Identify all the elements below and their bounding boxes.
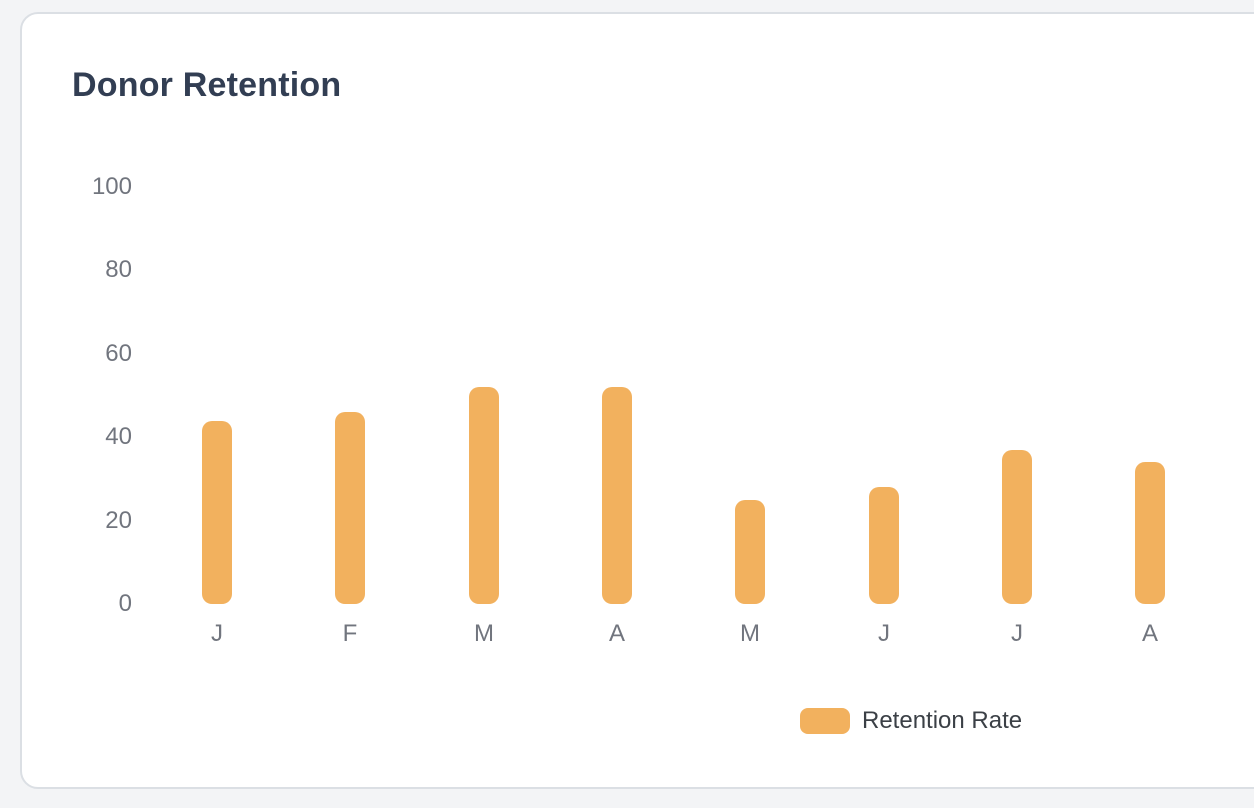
bar-1-J[interactable] xyxy=(202,421,232,604)
legend-swatch-icon xyxy=(800,708,850,734)
bar-6-J[interactable] xyxy=(869,487,899,604)
y-tick-label-60: 60 xyxy=(105,339,132,367)
legend-label: Retention Rate xyxy=(862,707,1023,734)
bar-2-F[interactable] xyxy=(335,412,365,604)
x-tick-label-4-A: A xyxy=(608,620,625,647)
y-tick-label-40: 40 xyxy=(105,423,132,451)
x-tick-label-1-J: J xyxy=(211,620,223,647)
bar-8-A[interactable] xyxy=(1135,462,1165,604)
legend: Retention Rate xyxy=(800,708,1022,734)
y-tick-label-80: 80 xyxy=(105,256,132,284)
donor-retention-card: Donor Retention 100 80 60 40 20 0 J F M A M J J A Re… xyxy=(20,12,1254,789)
x-tick-label-6-J: J xyxy=(878,620,890,647)
y-tick-label-0: 0 xyxy=(118,590,132,617)
bar-3-M[interactable] xyxy=(469,387,499,604)
chart-title: Donor Retention xyxy=(72,66,342,104)
bar-5-M[interactable] xyxy=(735,500,765,604)
x-tick-label-2-F: F xyxy=(342,620,358,647)
x-tick-label-8-A: A xyxy=(1141,620,1158,647)
bar-4-A[interactable] xyxy=(602,387,632,604)
y-tick-label-100: 100 xyxy=(91,173,132,200)
x-tick-label-5-M: M xyxy=(740,620,760,647)
y-tick-label-20: 20 xyxy=(105,506,132,534)
x-tick-label-3-M: M xyxy=(474,620,494,647)
x-tick-label-7-J: J xyxy=(1011,620,1023,647)
bar-7-J[interactable] xyxy=(1002,450,1032,604)
